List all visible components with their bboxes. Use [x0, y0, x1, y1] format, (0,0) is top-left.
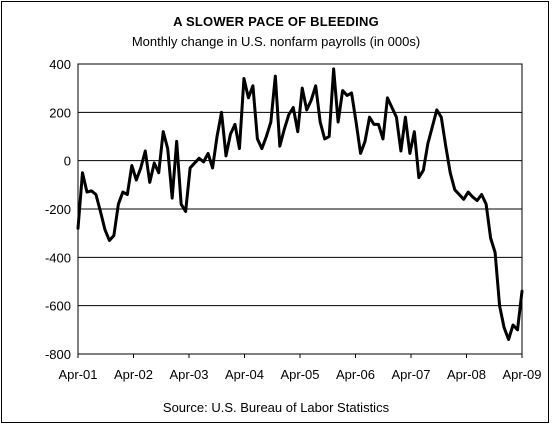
- y-tick-label: -600: [45, 299, 71, 314]
- chart-source: Source: U.S. Bureau of Labor Statistics: [162, 400, 390, 415]
- series-line-payroll-change: [76, 67, 524, 341]
- x-tick-label: Apr-01: [58, 367, 97, 382]
- chart-title: A SLOWER PACE OF BLEEDING: [173, 14, 379, 29]
- x-tick-label: Apr-04: [225, 367, 264, 382]
- x-tick-label: Apr-05: [280, 367, 319, 382]
- series-layer: [76, 67, 524, 341]
- x-tick-label: Apr-08: [447, 367, 486, 382]
- x-tick-label: Apr-03: [169, 367, 208, 382]
- y-tick-label: 200: [49, 105, 71, 120]
- x-tick-label: Apr-07: [391, 367, 430, 382]
- x-tick-label: Apr-06: [336, 367, 375, 382]
- y-axis-tick-labels: 400 200 0 -200 -400 -600 -800: [45, 57, 71, 362]
- y-tick-label: -800: [45, 347, 71, 362]
- y-tick-label: -200: [45, 202, 71, 217]
- chart-subtitle: Monthly change in U.S. nonfarm payrolls …: [131, 34, 421, 49]
- x-tick-label: Apr-02: [114, 367, 153, 382]
- x-axis-tick-labels: Apr-01 Apr-02 Apr-03 Apr-04 Apr-05 Apr-06 Apr-…: [58, 354, 542, 382]
- y-tick-label: 0: [64, 154, 71, 169]
- y-tick-label: -400: [45, 250, 71, 265]
- y-tick-label: 400: [49, 57, 71, 72]
- x-tick-label: Apr-09: [502, 367, 541, 382]
